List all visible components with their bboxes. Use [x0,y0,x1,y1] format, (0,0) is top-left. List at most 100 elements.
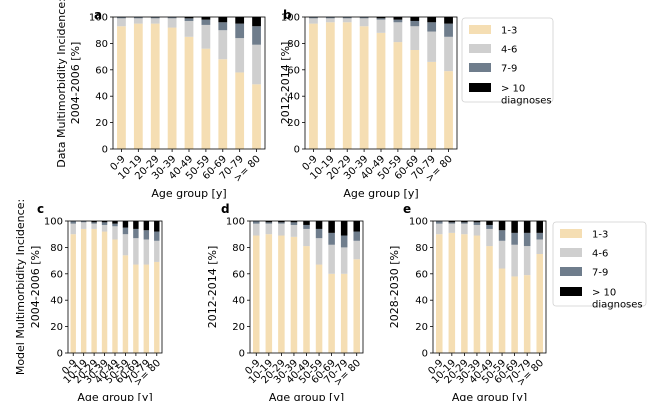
bar-b-8-s3 [444,17,453,24]
bar-a-4-s3 [184,17,194,19]
panel-c: 0-910-1920-2930-3940-4950-5960-6970-79>=… [14,199,163,401]
bar-c-7-s3 [143,221,150,231]
bar-a-7-s3 [235,17,245,24]
y-tick-label: 0 [57,349,63,360]
bar-d-3-s3 [290,221,298,223]
y-tick-label: 60 [415,269,428,280]
y-tick-label: 0 [239,349,245,360]
bar-a-4-s1 [184,20,194,37]
bar-a-1-s0 [133,23,143,150]
bar-d-8-s2 [353,231,360,241]
bar-a-6-s3 [218,17,228,23]
bar-a-4-s2 [184,18,194,21]
bar-b-5-s3 [393,17,403,20]
bar-e-1-s0 [448,232,456,353]
axes-frame [249,220,364,354]
bar-c-7-s2 [143,230,150,240]
bar-b-7-s3 [427,17,437,23]
bar-a-5-s0 [201,48,211,149]
y-tick-label: 80 [95,39,108,50]
bar-e-4-s2 [486,224,493,229]
legend-frame [552,221,647,307]
y-tick-label: 60 [287,65,300,76]
bar-c-2-s3 [91,221,97,223]
bar-c-4-s1 [112,226,118,240]
bar-c-2-s1 [91,223,97,229]
bar-e-0-s2 [436,221,443,224]
bar-b-4-s0 [376,32,386,150]
bar-b-4-s3 [376,17,386,19]
legend-label-1: 4-6 [592,249,608,260]
bar-b-7-s2 [427,22,437,32]
bar-b-1-s1 [325,18,335,23]
bar-c-7-s0 [143,264,150,353]
bar-d-3-s1 [290,224,298,237]
bar-e-3-s0 [473,235,481,353]
bar-e-2-s0 [461,234,468,353]
bar-a-4-s0 [184,36,194,149]
bar-e-6-s3 [511,221,518,233]
bar-d-1-s1 [265,223,273,235]
bar-c-5-s3 [122,221,129,228]
bar-e-3-s1 [473,224,481,236]
bar-e-2-s1 [461,223,468,235]
bar-b-1-s0 [325,22,335,150]
bar-c-3-s2 [101,222,108,225]
y-tick-label: 60 [95,65,108,76]
legend-label-0: 1-3 [592,230,608,241]
panel-label-c: c [37,202,44,216]
bar-d-2-s0 [278,235,285,353]
bar-d-8-s0 [353,259,360,353]
y-tick-label: 40 [287,92,300,103]
bar-c-5-s0 [122,255,129,353]
legend-swatch-3 [469,83,491,92]
bar-e-8-s3 [536,221,543,233]
y-tick-label: 40 [232,296,245,307]
bar-a-5-s2 [201,19,211,25]
y-tick-label: 100 [281,13,300,24]
panel-b: 0-910-1920-2930-3940-4950-5960-6970-79>=… [279,8,458,200]
panel-d: 0-910-1920-2930-3940-4950-5960-6970-79>=… [206,202,364,401]
bar-b-6-s2 [410,20,420,27]
bar-a-6-s0 [218,59,228,149]
bar-a-8-s1 [252,44,261,85]
legend-label-2: 7-9 [592,268,608,279]
bar-b-8-s1 [444,36,453,72]
y-tick-label: 100 [89,13,108,24]
bar-a-3-s2 [167,17,177,19]
bar-e-1-s3 [448,221,456,223]
bar-d-5-s3 [315,221,323,229]
bar-b-4-s2 [376,18,386,20]
bar-e-7-s1 [523,246,531,276]
y-axis-label: Data Multimorbidity Incidence: [55,0,68,168]
bar-a-0-s2 [117,17,126,19]
bar-a-8-s3 [252,17,261,27]
bar-c-4-s0 [112,239,118,353]
bar-a-1-s2 [133,17,143,19]
legend-label-0: 1-3 [501,26,517,37]
bar-d-4-s3 [303,221,310,225]
y-axis-label: 2004-2006 [%] [29,246,42,329]
bar-d-2-s2 [278,222,285,224]
bar-a-2-s1 [150,18,160,24]
bar-b-5-s2 [393,19,403,23]
y-tick-label: 20 [95,118,108,129]
bar-e-7-s2 [523,232,531,247]
legend-swatch-0 [469,25,491,34]
bar-e-6-s2 [511,232,518,245]
axes-frame [67,220,163,354]
x-axis-label: Age group [y] [269,391,344,401]
legend-swatch-2 [469,63,491,72]
y-tick-label: 0 [422,349,428,360]
y-tick-label: 100 [226,217,245,228]
panel-e: 0-910-1920-2930-3940-4950-5960-6970-79>=… [388,202,547,401]
bar-b-2-s0 [342,22,352,150]
bar-e-7-s3 [523,221,531,233]
axes-frame [304,16,458,150]
y-tick-label: 80 [415,243,428,254]
bar-e-7-s0 [523,275,531,353]
legend-swatch-1 [560,248,582,257]
bar-e-8-s2 [536,232,543,240]
bar-b-3-s0 [359,26,369,150]
bar-e-3-s2 [473,222,481,225]
